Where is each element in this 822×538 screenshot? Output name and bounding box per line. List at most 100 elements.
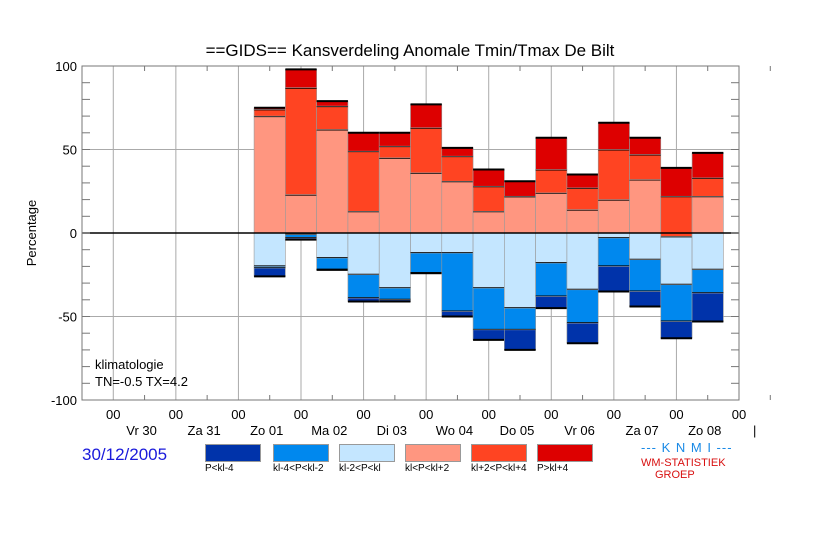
bar-segment	[347, 132, 380, 152]
bar-segment	[597, 122, 630, 150]
x-hour-label: 00	[732, 407, 746, 422]
bar-segment	[472, 232, 505, 289]
x-day-label: Wo 04	[436, 423, 473, 438]
bar-segment	[378, 157, 411, 234]
wm-statistiek-label: WM-STATISTIEK GROEP	[641, 457, 726, 481]
bar-segment	[441, 155, 474, 182]
bar-segment	[535, 192, 568, 234]
bar-segment	[660, 167, 693, 197]
bar-segment	[629, 291, 662, 307]
bar-segment	[410, 127, 443, 174]
bar-segment	[691, 292, 724, 322]
bar-segment	[410, 252, 443, 274]
legend-label: kl-2<P<kl	[339, 463, 381, 474]
bar-segment	[316, 129, 349, 234]
bar-segment	[472, 287, 505, 331]
legend-item: P>kl+4	[537, 444, 599, 474]
y-tick-label: 100	[55, 59, 77, 74]
bar-segment	[597, 266, 630, 292]
legend-swatch	[405, 444, 461, 462]
wm-line2: GROEP	[655, 469, 695, 481]
legend-item: kl-2<P<kl	[339, 444, 401, 474]
bar-segment	[504, 232, 536, 309]
bar-segment	[441, 180, 474, 234]
bar-segment	[472, 210, 505, 234]
bar-segment	[253, 232, 286, 267]
x-hour-label: 00	[106, 407, 120, 422]
x-hour-label: 00	[607, 407, 621, 422]
bar-segment	[285, 87, 317, 195]
bar-segment	[504, 180, 536, 197]
chart-title: ==GIDS== Kansverdeling Anomale Tmin/Tmax…	[206, 41, 615, 60]
y-tick-label: 0	[70, 226, 77, 241]
bar-segment	[347, 210, 380, 234]
x-day-label: Di 03	[377, 423, 407, 438]
bar-segment	[629, 179, 662, 234]
legend-swatch	[339, 444, 395, 462]
legend-label: P>kl+4	[537, 463, 569, 474]
x-day-label: Vr 30	[126, 423, 157, 438]
bar-segment	[535, 232, 568, 264]
bar-segment	[691, 195, 724, 234]
bar-segment	[566, 289, 599, 324]
bar-segment	[660, 284, 693, 322]
bar-segment	[378, 145, 411, 159]
x-day-label: Za 31	[188, 423, 221, 438]
bar-segment	[597, 149, 630, 200]
legend-item: kl-4<P<kl-2	[273, 444, 335, 474]
bar-segment	[347, 274, 380, 299]
bar-segment	[441, 232, 474, 254]
x-day-label: Zo 08	[688, 423, 721, 438]
bar-segment	[629, 154, 662, 180]
legend-item: P<kl-4	[205, 444, 267, 474]
x-hour-label: 00	[356, 407, 370, 422]
x-day-label: Ma 02	[311, 423, 347, 438]
bar-segment	[316, 257, 349, 271]
bar-segment	[597, 199, 630, 234]
legend-item: kl+2<P<kl+4	[471, 444, 533, 474]
x-hour-label: 00	[294, 407, 308, 422]
legend-label: P<kl-4	[205, 463, 234, 474]
bar-segment	[566, 174, 599, 189]
bar-segment	[535, 137, 568, 170]
bar-segment	[347, 150, 380, 212]
y-tick-label: 50	[63, 143, 77, 158]
bar-segment	[535, 296, 568, 309]
bar-segment	[316, 105, 349, 130]
bar-segment	[472, 185, 505, 212]
legend-label: kl-4<P<kl-2	[273, 463, 324, 474]
bar-segment	[253, 267, 286, 277]
bar-segment	[410, 172, 443, 234]
legend-swatch	[537, 444, 593, 462]
bar-segment	[410, 104, 443, 129]
bars	[253, 68, 724, 351]
bar-segment	[597, 237, 630, 267]
bar-segment	[566, 232, 599, 291]
bar-segment	[629, 137, 662, 155]
bar-segment	[347, 232, 380, 276]
bar-segment	[566, 187, 599, 210]
y-tick-label: -100	[51, 393, 77, 408]
bar-segment	[660, 232, 693, 286]
y-axis-label: Percentage	[24, 200, 39, 267]
bar-segment	[472, 169, 505, 187]
x-ticks: 00 00 00 00 00 00 00 00 00 00 00 Vr 30 Za 31 Zo 01 Ma …	[106, 407, 756, 438]
legend-swatch	[471, 444, 527, 462]
x-day-label: Zo 01	[250, 423, 283, 438]
bar-segment	[535, 169, 568, 194]
x-day-label: Vr 06	[564, 423, 595, 438]
bar-segment	[566, 209, 599, 234]
legend-label: kl+2<P<kl+4	[471, 463, 527, 474]
bar-segment	[691, 177, 724, 197]
x-hour-label: 00	[419, 407, 433, 422]
legend-swatch	[273, 444, 329, 462]
bar-segment	[691, 152, 724, 179]
bar-segment	[378, 132, 411, 147]
x-hour-label: 00	[669, 407, 683, 422]
legend-item: kl<P<kl+2	[405, 444, 467, 474]
bar-segment	[441, 252, 474, 312]
bar-segment	[660, 321, 693, 339]
x-day-label: Do 05	[500, 423, 535, 438]
y-ticks: 100 50 0 -50 -100	[51, 59, 77, 408]
